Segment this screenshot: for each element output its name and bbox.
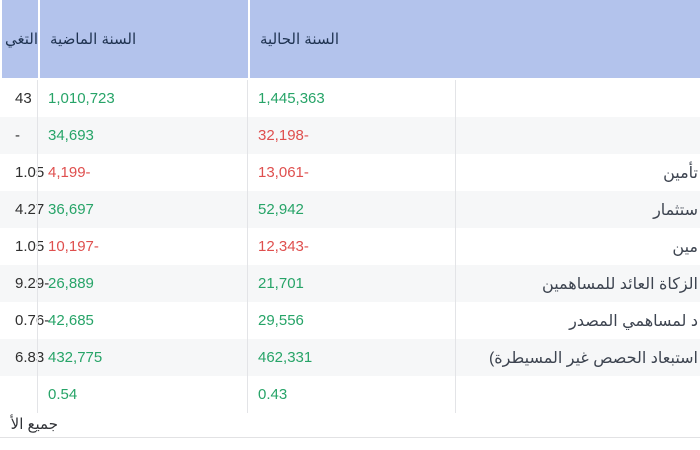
table-row: 1,445,363 1,010,723 43 [0,80,700,117]
header-previous-year-text: السنة الماضية [50,31,137,48]
previous-year-value-cell: 36,697 [38,191,248,228]
change-value-cell: 1.05 [0,154,44,191]
current-year-value-cell: 12,343- [248,228,456,265]
row-label: تأمين [663,164,698,182]
current-year-value: 1,445,363 [258,90,325,107]
previous-year-value-cell: 1,010,723 [38,80,248,117]
current-year-value-cell: 1,445,363 [248,80,456,117]
header-current-year-text: السنة الحالية [260,31,339,48]
table-body: 1,445,363 1,010,723 43 32,198- 34,693 - … [0,80,700,413]
header-change-column: التغي [0,0,38,78]
previous-year-value: 10,197- [48,238,99,255]
current-year-value-cell: 0.43 [248,376,456,413]
current-year-value: 462,331 [258,349,313,366]
table-row: مين 12,343- 10,197- 1.05 [0,228,700,265]
footer-divider-line [0,437,700,438]
header-previous-year: السنة الماضية [38,0,248,78]
change-value: 0.76- [15,312,50,329]
previous-year-value: 42,685 [48,312,94,329]
row-label [456,117,700,154]
change-value: 6.83 [15,349,45,366]
change-value: 9.29- [15,275,50,292]
current-year-value: 21,701 [258,275,304,292]
table-row: الزكاة العائد للمساهمين 21,701 26,889 9.… [0,265,700,302]
change-value: 43 [15,90,32,107]
change-value: - [15,127,20,144]
footer-note: جميع الأ [10,416,58,433]
row-label [456,376,700,413]
previous-year-value-cell: 4,199- [38,154,248,191]
row-label: د لمساهمي المصدر [569,312,698,330]
previous-year-value: 1,010,723 [48,90,115,107]
previous-year-value-cell: 432,775 [38,339,248,376]
current-year-value-cell: 32,198- [248,117,456,154]
current-year-value-cell: 13,061- [248,154,456,191]
current-year-value: 13,061- [258,164,309,181]
column-divider [455,80,456,413]
table-row: د لمساهمي المصدر 29,556 42,685 0.76- [0,302,700,339]
change-value: 4.27 [15,201,45,218]
previous-year-value-cell: 42,685 [38,302,248,339]
current-year-value-cell: 52,942 [248,191,456,228]
change-value-cell: 1.05 [0,228,44,265]
row-label: استبعاد الحصص غير المسيطرة) [488,349,698,367]
table-row: 0.43 0.54 [0,376,700,413]
current-year-value: 29,556 [258,312,304,329]
column-divider [247,80,248,413]
change-value-cell: - [0,117,38,154]
previous-year-value: 34,693 [48,127,94,144]
row-label: الزكاة العائد للمساهمين [542,275,698,293]
previous-year-value-cell: 34,693 [38,117,248,154]
current-year-value-cell: 462,331 [248,339,456,376]
current-year-value: 0.43 [258,386,288,403]
current-year-value: 52,942 [258,201,304,218]
current-year-value: 12,343- [258,238,309,255]
previous-year-value-cell: 26,889 [38,265,248,302]
change-value-cell: 4.27 [0,191,44,228]
table-header-row: السنة الحالية السنة الماضية التغي [0,0,700,78]
previous-year-value: 432,775 [48,349,103,366]
header-current-year: السنة الحالية [248,0,456,78]
change-value-cell: 9.29- [0,265,49,302]
header-row-labels-column [456,0,700,78]
row-label: ستثمار [653,201,698,219]
current-year-value-cell: 21,701 [248,265,456,302]
previous-year-value: 26,889 [48,275,94,292]
previous-year-value: 4,199- [48,164,91,181]
table-row: ستثمار 52,942 36,697 4.27 [0,191,700,228]
row-label [456,80,700,117]
change-value-cell: 6.83 [0,339,44,376]
change-value-cell: 43 [0,80,38,117]
table-row: تأمين 13,061- 4,199- 1.05 [0,154,700,191]
header-body-divider [0,78,700,80]
previous-year-value-cell: 10,197- [38,228,248,265]
previous-year-value: 36,697 [48,201,94,218]
change-value-cell: 0.76- [0,302,49,339]
table-row: استبعاد الحصص غير المسيطرة) 462,331 432,… [0,339,700,376]
change-value-cell [0,376,38,413]
header-change-text: التغي [4,31,38,48]
change-value: 1.05 [15,238,45,255]
column-divider [37,80,38,413]
table-row: 32,198- 34,693 - [0,117,700,154]
current-year-value: 32,198- [258,127,309,144]
current-year-value-cell: 29,556 [248,302,456,339]
previous-year-value: 0.54 [48,386,78,403]
row-label: مين [672,238,698,256]
change-value: 1.05 [15,164,45,181]
previous-year-value-cell: 0.54 [38,376,248,413]
